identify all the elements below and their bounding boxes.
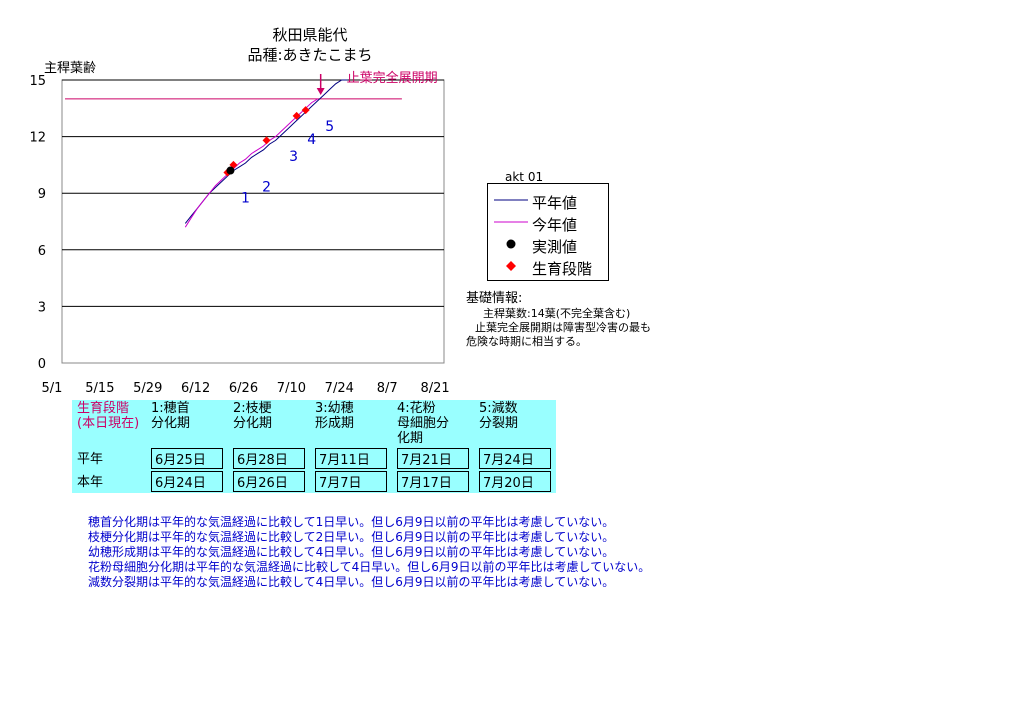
- x-tick-label: 7/24: [325, 381, 354, 396]
- note-line: 幼穂形成期は平年的な気温経過に比較して4日早い。但し6月9日以前の平年比は考慮し…: [88, 545, 615, 559]
- series-line-normal: [184, 79, 348, 224]
- table-cell: 6月24日: [151, 471, 223, 492]
- stage-table: 生育段階 (本日現在) 1:穂首 分化期 2:枝梗 分化期 3:幼穂 形成期 4…: [72, 400, 556, 493]
- chart-subtitle: 品種:あきたこまち: [247, 46, 372, 64]
- note-line: 花粉母細胞分化期は平年的な気温経過に比較して4日早い。但し6月9日以前の平年比は…: [88, 560, 651, 574]
- stage-number-label: 4: [307, 132, 316, 148]
- x-tick-label: 7/10: [277, 381, 306, 396]
- notes: 穂首分化期は平年的な気温経過に比較して1日早い。但し6月9日以前の平年比は考慮し…: [88, 515, 650, 590]
- table-cell: 7月11日: [315, 448, 387, 469]
- stage-header-3: 3:幼穂 形成期: [310, 400, 392, 447]
- line-swatch-icon: [494, 221, 528, 223]
- row-label-normal: 平年: [72, 447, 146, 470]
- annotation-label: 止葉完全展開期: [347, 70, 438, 86]
- table-cell: 7月7日: [315, 471, 387, 492]
- stage-marker: [262, 136, 271, 145]
- legend-item-stage: 生育段階: [488, 256, 608, 278]
- note-line: 減数分裂期は平年的な気温経過に比較して4日早い。但し6月9日以前の平年比は考慮し…: [88, 575, 615, 589]
- annotation-arrow-head: [316, 88, 325, 95]
- x-tick-label: 8/7: [377, 381, 398, 396]
- y-tick-label: 15: [29, 74, 46, 89]
- gridlines: [62, 79, 444, 307]
- y-tick-label: 3: [38, 300, 46, 315]
- diamond-marker-icon: [506, 261, 516, 271]
- table-cell: 7月21日: [397, 448, 469, 469]
- legend-item-observed: 実測値: [488, 234, 608, 256]
- legend-label-observed: 実測値: [532, 238, 578, 256]
- x-tick-label: 5/15: [85, 381, 114, 396]
- legend-label-stage: 生育段階: [532, 260, 593, 278]
- x-tick-label: 6/12: [181, 381, 210, 396]
- legend-label-normal: 平年値: [532, 194, 578, 212]
- stage-marker: [292, 111, 301, 120]
- table-cell: 7月24日: [479, 448, 551, 469]
- note-line: 穂首分化期は平年的な気温経過に比較して1日早い。但し6月9日以前の平年比は考慮し…: [88, 515, 615, 529]
- plot-area: [61, 79, 445, 364]
- table-cell: 7月17日: [397, 471, 469, 492]
- circle-marker-icon: [506, 239, 516, 249]
- x-tick-label: 8/21: [420, 381, 449, 396]
- table-cell: 6月25日: [151, 448, 223, 469]
- row-label-current: 本年: [72, 470, 146, 493]
- note-line: 枝梗分化期は平年的な気温経過に比較して2日早い。但し6月9日以前の平年比は考慮し…: [88, 530, 615, 544]
- markers: [223, 106, 310, 177]
- stage-header-row: 生育段階 (本日現在) 1:穂首 分化期 2:枝梗 分化期 3:幼穂 形成期 4…: [72, 400, 556, 447]
- info-note-line1: 止葉完全展開期は障害型冷害の最も: [475, 321, 651, 334]
- table-cell: 6月28日: [233, 448, 305, 469]
- stage-number-label: 3: [289, 149, 298, 165]
- stage-number-label: 2: [262, 179, 271, 195]
- chart-title: 秋田県能代: [272, 26, 347, 44]
- stage-header-label: 生育段階 (本日現在): [72, 400, 146, 447]
- info-note-line2: 危険な時期に相当する。: [466, 335, 587, 348]
- info-title: 基礎情報:: [466, 291, 523, 306]
- annotations: 12 345 止葉完全展開期: [241, 70, 438, 207]
- y-tick-label: 12: [29, 131, 46, 146]
- stage-header-1: 1:穂首 分化期: [146, 400, 228, 447]
- x-tick-label: 5/29: [133, 381, 162, 396]
- legend-label-current: 今年値: [532, 216, 578, 234]
- table-row: 平年 6月25日 6月28日 7月11日 7月21日 7月24日: [72, 447, 556, 470]
- stage-header-5: 5:減数 分裂期: [474, 400, 556, 447]
- table-cell: 7月20日: [479, 471, 551, 492]
- stage-header-4: 4:花粉 母細胞分 化期: [392, 400, 474, 447]
- stage-number-label: 5: [325, 119, 334, 135]
- station-code: akt 01: [505, 170, 544, 184]
- info-leaf-count: 主稈葉数:14葉(不完全葉含む): [483, 307, 631, 320]
- stage-number-label: 1: [241, 191, 250, 207]
- table-row: 本年 6月24日 6月26日 7月7日 7月17日 7月20日: [72, 470, 556, 493]
- legend-item-normal: 平年値: [488, 190, 608, 212]
- observed-marker: [226, 166, 235, 175]
- y-tick-label: 9: [38, 187, 46, 202]
- y-tick-label: 0: [38, 357, 46, 372]
- y-axis-label: 主稈葉齢: [44, 61, 96, 76]
- legend-item-current: 今年値: [488, 212, 608, 234]
- x-tick-label: 6/26: [229, 381, 258, 396]
- table-cell: 6月26日: [233, 471, 305, 492]
- stage-marker: [301, 106, 310, 115]
- x-tick-label: 5/1: [42, 381, 63, 396]
- stage-header-2: 2:枝梗 分化期: [228, 400, 310, 447]
- legend: 平年値 今年値 実測値 生育段階: [487, 183, 609, 281]
- line-swatch-icon: [494, 199, 528, 201]
- y-tick-label: 6: [38, 244, 46, 259]
